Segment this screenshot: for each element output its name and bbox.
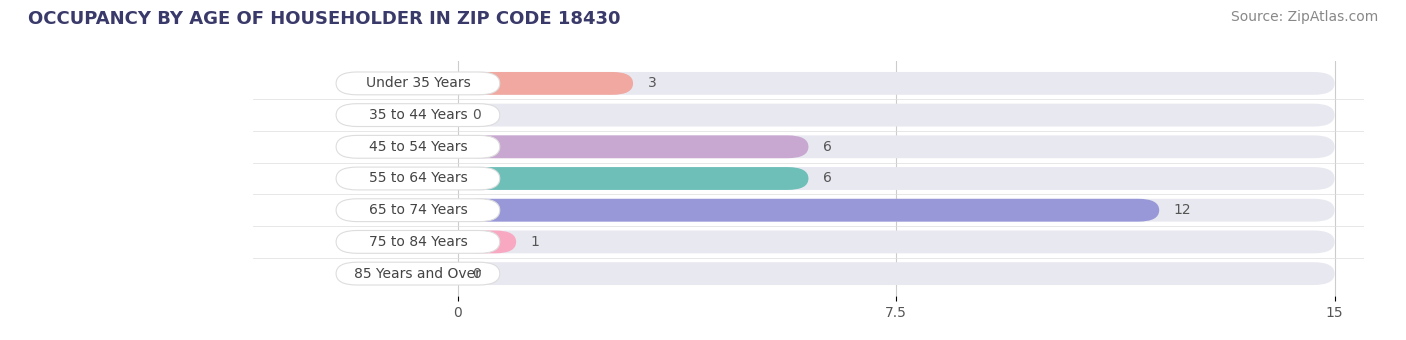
Text: 6: 6	[823, 171, 832, 186]
Text: 0: 0	[472, 108, 481, 122]
Text: 85 Years and Over: 85 Years and Over	[354, 267, 481, 280]
Text: 3: 3	[648, 76, 657, 90]
Text: 75 to 84 Years: 75 to 84 Years	[368, 235, 467, 249]
Text: 1: 1	[530, 235, 540, 249]
FancyBboxPatch shape	[336, 167, 499, 190]
FancyBboxPatch shape	[458, 72, 1334, 95]
FancyBboxPatch shape	[336, 199, 499, 222]
FancyBboxPatch shape	[458, 104, 1334, 126]
Text: 45 to 54 Years: 45 to 54 Years	[368, 140, 467, 154]
FancyBboxPatch shape	[458, 231, 1334, 253]
FancyBboxPatch shape	[336, 262, 499, 285]
Text: 6: 6	[823, 140, 832, 154]
Text: 65 to 74 Years: 65 to 74 Years	[368, 203, 467, 217]
Text: 12: 12	[1174, 203, 1191, 217]
FancyBboxPatch shape	[458, 231, 516, 253]
Text: Under 35 Years: Under 35 Years	[366, 76, 471, 90]
FancyBboxPatch shape	[336, 104, 499, 126]
FancyBboxPatch shape	[458, 167, 1334, 190]
FancyBboxPatch shape	[458, 72, 633, 95]
Text: 55 to 64 Years: 55 to 64 Years	[368, 171, 467, 186]
FancyBboxPatch shape	[458, 262, 1334, 285]
FancyBboxPatch shape	[336, 135, 499, 158]
FancyBboxPatch shape	[458, 135, 1334, 158]
Text: 0: 0	[472, 267, 481, 280]
FancyBboxPatch shape	[336, 231, 499, 253]
FancyBboxPatch shape	[458, 199, 1334, 222]
Text: Source: ZipAtlas.com: Source: ZipAtlas.com	[1230, 10, 1378, 24]
Text: OCCUPANCY BY AGE OF HOUSEHOLDER IN ZIP CODE 18430: OCCUPANCY BY AGE OF HOUSEHOLDER IN ZIP C…	[28, 10, 620, 28]
FancyBboxPatch shape	[336, 72, 499, 95]
FancyBboxPatch shape	[458, 167, 808, 190]
FancyBboxPatch shape	[458, 135, 808, 158]
FancyBboxPatch shape	[458, 199, 1159, 222]
Text: 35 to 44 Years: 35 to 44 Years	[368, 108, 467, 122]
